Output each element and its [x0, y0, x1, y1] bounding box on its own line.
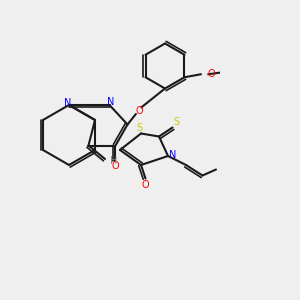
Text: N: N [107, 97, 115, 107]
Text: O: O [208, 69, 215, 79]
Text: S: S [173, 117, 179, 127]
Text: O: O [112, 161, 119, 171]
Text: O: O [142, 179, 149, 190]
Text: O: O [136, 106, 143, 116]
Text: H: H [110, 155, 117, 166]
Text: N: N [169, 149, 176, 160]
Text: S: S [136, 123, 142, 133]
Text: N: N [64, 98, 71, 109]
